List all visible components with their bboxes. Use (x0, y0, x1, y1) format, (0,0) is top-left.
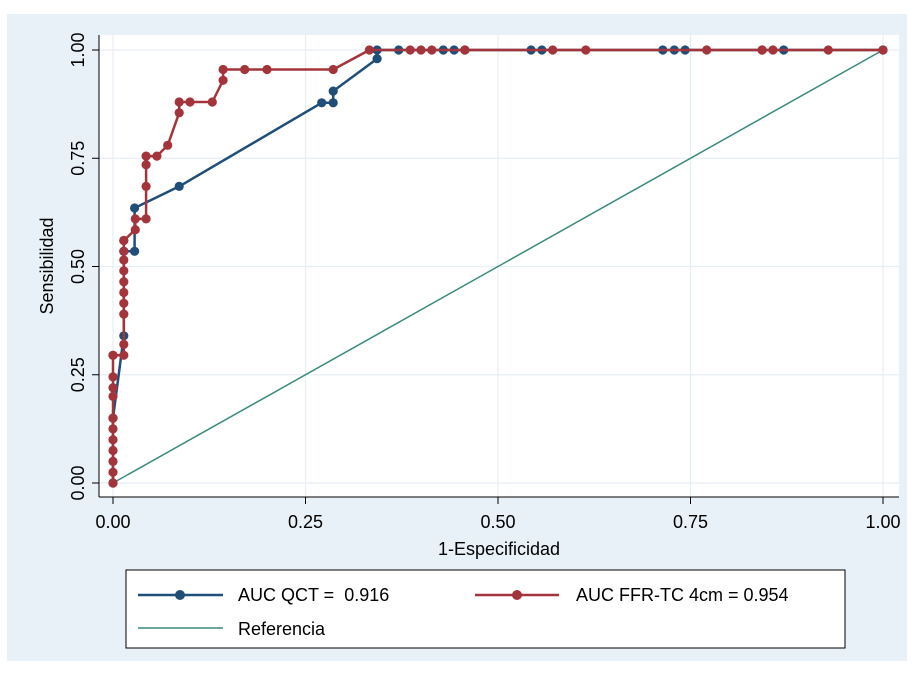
series-ffr-point (163, 140, 173, 150)
legend-reference-label: Referencia (238, 619, 326, 639)
legend-qct-label: AUC QCT = 0.916 (238, 585, 389, 605)
x-tick-label: 1.00 (865, 512, 900, 532)
series-ffr-point (108, 413, 118, 423)
series-ffr-point (119, 309, 129, 319)
series-ffr-point (174, 97, 184, 107)
series-ffr-point (141, 151, 151, 161)
series-ffr-point (119, 235, 129, 246)
series-ffr-point (207, 97, 217, 107)
y-tick-label: 0.75 (68, 141, 88, 176)
series-ffr-point (108, 350, 118, 360)
series-ffr-point (185, 97, 195, 107)
series-qct-point (130, 203, 140, 213)
series-ffr-point (427, 45, 437, 55)
series-ffr-point (152, 151, 162, 161)
legend-ffr-label: AUC FFR-TC 4cm = 0.954 (576, 585, 789, 605)
legend-box (125, 569, 846, 649)
series-qct-point (174, 181, 184, 191)
series-reference-line (112, 49, 884, 484)
series-ffr-point (119, 298, 129, 308)
series-ffr-point (878, 45, 888, 55)
legend-ffr-marker (512, 590, 522, 600)
axes: 0.00 0.25 0.50 0.75 1.00 0.00 0.25 0.50 0.75 1.00 (68, 32, 901, 532)
series-ffr-point (218, 64, 228, 75)
series-ffr-point (405, 45, 415, 55)
x-tick-label: 0.50 (480, 512, 515, 532)
series-ffr-point (130, 225, 140, 235)
series-ffr-point (823, 45, 833, 55)
series-ffr-point (108, 445, 118, 456)
series-ffr-point (548, 45, 558, 55)
series-ffr-point (108, 391, 118, 401)
y-tick-label: 0.25 (68, 357, 88, 392)
series-ffr-point (108, 383, 118, 393)
series-ffr-point (108, 424, 118, 434)
series-ffr-point (141, 214, 151, 224)
y-tick-label: 0.50 (68, 249, 88, 284)
series-ffr-point (119, 255, 129, 265)
series-ffr-point (768, 45, 778, 55)
series-ffr-point (108, 372, 118, 382)
series-qct-point (317, 98, 327, 108)
series-ffr-point (119, 339, 129, 349)
series-ffr-point (119, 277, 129, 287)
series-ffr-point (240, 64, 250, 75)
series-ffr-point (108, 478, 118, 488)
series-ffr-point (460, 45, 470, 55)
y-tick-label: 1.00 (68, 32, 88, 67)
series-ffr-point (141, 181, 151, 191)
series-ffr-point (119, 246, 129, 256)
series-ffr-point (119, 287, 129, 298)
x-tick-label: 0.25 (288, 512, 323, 532)
series-ffr-point (328, 64, 338, 75)
series-ffr-point (174, 108, 184, 118)
series-reference (112, 49, 884, 484)
series-ffr-point (108, 456, 118, 466)
series-ffr-point (119, 350, 129, 360)
series-ffr-point (757, 45, 767, 55)
series-ffr-point (364, 45, 374, 55)
series-qct-point (130, 246, 140, 256)
series-ffr-point (141, 160, 151, 170)
series-ffr-point (416, 45, 426, 55)
series-ffr-point (702, 45, 712, 55)
series-ffr-point (262, 64, 272, 75)
series-layer (108, 45, 888, 488)
series-qct-point (328, 98, 338, 108)
series-ffr-point (581, 45, 591, 55)
series-qct-point (328, 86, 338, 96)
series-ffr (108, 45, 888, 488)
series-ffr-point (130, 214, 140, 224)
x-axis-label: 1-Especificidad (438, 539, 560, 559)
series-ffr-point (119, 266, 129, 276)
x-tick-label: 0.00 (95, 512, 130, 532)
legend: AUC QCT = 0.916 AUC FFR-TC 4cm = 0.954 R… (125, 569, 846, 649)
series-ffr-point (218, 75, 228, 85)
legend-qct-marker (175, 590, 185, 600)
series-ffr-point (108, 435, 118, 445)
y-axis-label: Sensibilidad (37, 217, 57, 314)
x-tick-label: 0.75 (673, 512, 708, 532)
series-ffr-point (108, 467, 118, 477)
series-qct-point (372, 54, 382, 64)
y-tick-label: 0.00 (68, 465, 88, 500)
